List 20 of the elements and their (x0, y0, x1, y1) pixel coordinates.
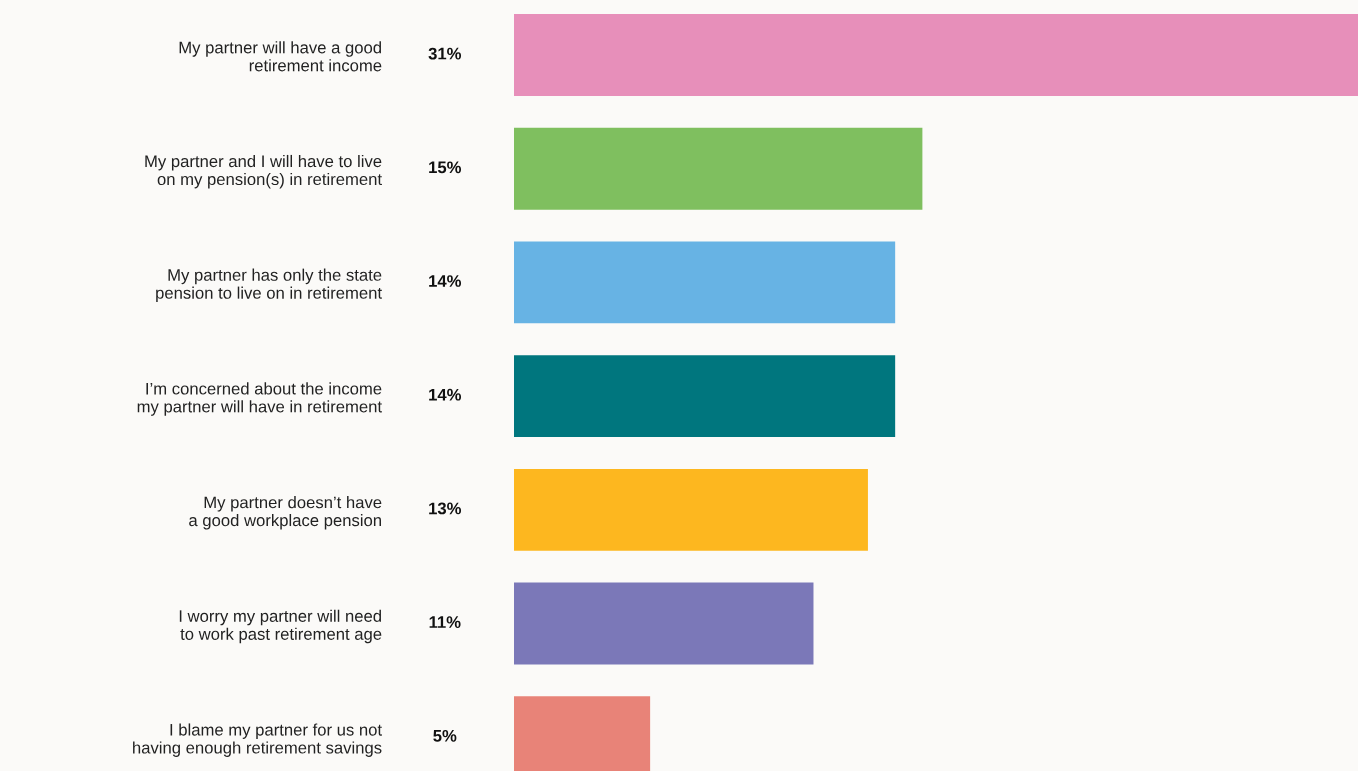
bar (514, 14, 1358, 96)
data-label: 5% (433, 729, 457, 742)
bar (514, 582, 814, 665)
data-label: 31% (428, 47, 462, 60)
bar (514, 241, 896, 324)
y-tick-label: I’m concerned about the income my partner will have in retirement (137, 382, 382, 416)
bar (514, 127, 923, 210)
y-tick-label: My partner has only the state pension to live on in retirement (156, 268, 382, 303)
y-tick-label: I blame my partner for us not having enough retirement savings (133, 723, 382, 757)
data-label: 14% (429, 388, 462, 401)
y-tick-label: My partner and I will have to live on my pension(s) in retirement (145, 154, 382, 189)
bar (514, 468, 868, 551)
data-label: 11% (429, 616, 461, 628)
y-tick-label: My partner doesn’t have a good workplace pension (189, 496, 382, 530)
y-tick-label: I worry my partner will need to work past retirement age (179, 609, 382, 644)
data-label: 15% (429, 161, 462, 174)
bar (514, 355, 896, 438)
y-tick-label: My partner will have a good retirement income (179, 41, 382, 72)
data-label: 14% (429, 275, 462, 287)
data-label: 13% (429, 502, 462, 515)
